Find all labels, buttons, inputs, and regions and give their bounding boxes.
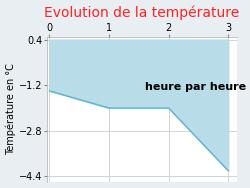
Text: heure par heure: heure par heure [145,82,246,92]
Y-axis label: Température en °C: Température en °C [6,64,16,155]
Title: Evolution de la température: Evolution de la température [44,6,239,20]
